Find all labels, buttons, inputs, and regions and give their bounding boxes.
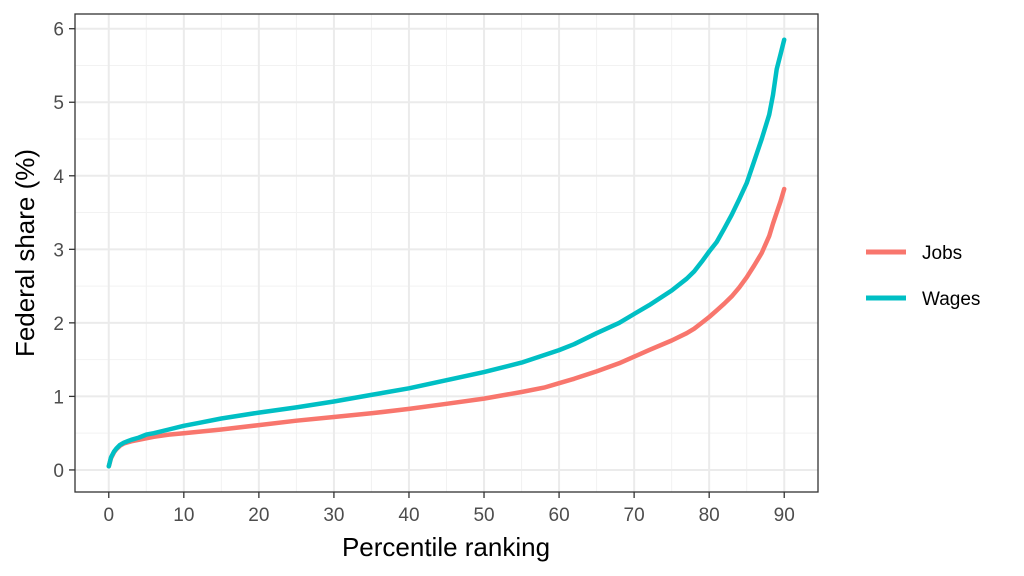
legend-label-jobs: Jobs [922, 243, 962, 264]
x-tick-label: 80 [699, 505, 720, 526]
y-tick-label: 4 [53, 167, 64, 188]
y-tick-label: 0 [53, 461, 64, 482]
x-tick-label: 0 [103, 505, 114, 526]
legend: Jobs Wages [866, 243, 980, 310]
x-tick-label: 70 [624, 505, 645, 526]
legend-label-wages: Wages [922, 289, 980, 310]
x-tick-label: 30 [323, 505, 344, 526]
grid [75, 14, 818, 492]
x-tick-label: 10 [173, 505, 194, 526]
y-tick-label: 2 [53, 314, 64, 335]
y-tick-label: 6 [53, 20, 64, 41]
x-axis-title: Percentile ranking [342, 532, 550, 562]
series-line-wages [106, 37, 787, 469]
x-tick-label: 90 [774, 505, 795, 526]
data-lines [106, 37, 787, 469]
x-tick-label: 60 [549, 505, 570, 526]
axis-ticks: 0 10 20 30 40 50 60 70 80 90 0 1 2 3 4 5 6 [53, 20, 794, 526]
x-tick-label: 20 [248, 505, 269, 526]
y-tick-label: 5 [53, 93, 64, 114]
x-tick-label: 40 [398, 505, 419, 526]
y-tick-label: 1 [53, 387, 64, 408]
y-tick-label: 3 [53, 240, 64, 261]
series-line-jobs [106, 186, 787, 469]
y-axis-title: Federal share (%) [10, 149, 40, 357]
x-tick-label: 50 [473, 505, 494, 526]
panel-border [74, 13, 819, 493]
